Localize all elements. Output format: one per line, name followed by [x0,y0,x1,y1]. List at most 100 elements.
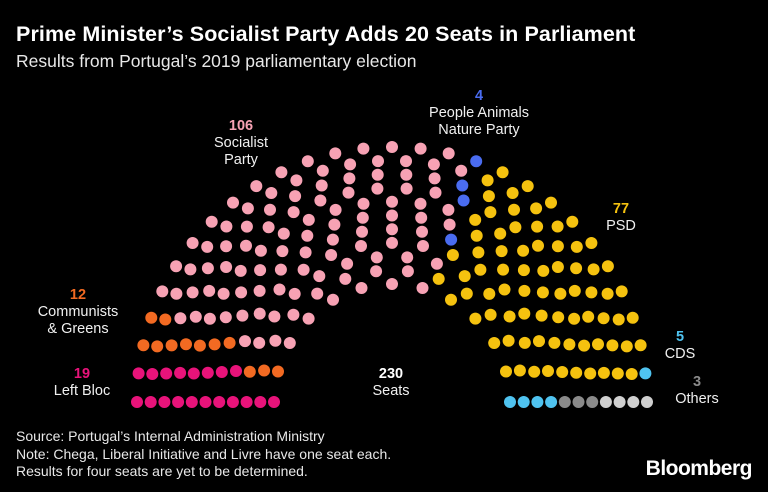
seat-socialist-party [302,312,315,325]
cds-seat-count: 5 [675,329,685,345]
seat-socialist-party [268,310,281,323]
label-communists: 12 Communists & Greens [38,287,119,338]
socialist-seat-count: 106 [228,118,254,134]
seat-socialist-party [240,220,253,233]
seat-left-bloc [201,366,214,379]
seat-psd [469,213,482,226]
seat-psd [509,221,522,234]
seat-socialist-party [287,308,300,321]
seat-psd [582,310,595,323]
seat-socialist-party [265,187,278,199]
seat-socialist-party [227,196,239,209]
seat-left-bloc [132,367,145,380]
seat-socialist-party [443,218,456,231]
seat-psd [517,264,530,277]
seat-socialist-party [274,263,287,276]
seat-left-bloc [146,368,159,380]
seat-psd [611,367,624,380]
seat-socialist-party [386,141,398,153]
seat-psd [536,286,549,299]
seat-left-bloc [185,396,198,408]
seat-psd [568,284,581,297]
seat-socialist-party [203,284,216,297]
footer-notes: Source: Portugal’s Internal Administrati… [16,428,391,481]
seat-socialist-party [357,197,370,210]
seat-psd [551,240,564,253]
seat-socialist-party [170,260,183,273]
socialist-name-2: Party [224,152,258,168]
label-cds: 5 CDS [665,329,696,363]
seat-socialist-party [315,179,328,192]
seat-socialist-party [174,312,187,325]
seat-psd [502,334,515,347]
seat-psd [606,339,619,352]
seat-socialist-party [370,265,383,278]
seat-left-bloc [226,396,239,408]
seat-psd [483,287,496,300]
label-psd: 77 PSD [606,201,636,235]
seat-socialist-party [427,158,440,171]
seat-psd [568,312,581,325]
seat-socialist-party [288,287,301,300]
seat-psd [570,366,583,379]
seat-psd [513,364,526,377]
label-socialist: 106 Socialist Party [214,118,268,169]
seat-socialist-party [264,203,276,216]
psd-seat-count: 77 [612,201,630,217]
seat-socialist-party [341,257,354,270]
seat-cds [545,396,558,408]
chart-title: Prime Minister’s Socialist Party Adds 20… [16,22,636,46]
seat-left-bloc [213,396,226,408]
seat-psd [530,202,543,215]
seat-psd [494,227,507,240]
seat-psd [521,180,534,193]
seat-psd [518,307,531,320]
label-total: 230 Seats [372,366,409,400]
seat-psd [446,249,459,261]
seat-psd [566,215,579,228]
seat-socialist-party [316,164,329,177]
seat-psd [554,287,567,300]
total-name: Seats [372,383,410,399]
seat-psd [474,263,487,276]
seat-socialist-party [283,337,296,349]
seat-psd [498,283,511,296]
seat-left-bloc [240,396,253,408]
communists-seat-count: 12 [69,287,87,303]
seat-communists-greens [145,311,158,324]
seat-socialist-party [302,213,315,226]
seat-psd [460,287,473,300]
seat-psd [570,240,583,253]
seat-communists-greens [137,339,150,352]
seat-socialist-party [386,236,398,249]
left-bloc-seat-count: 19 [73,366,91,382]
seat-left-bloc [199,396,212,408]
seat-left-bloc [174,366,187,379]
seat-psd [626,311,639,324]
pan-name-1: People Animals [429,105,529,121]
seat-socialist-party [401,265,414,278]
seat-socialist-party [416,225,428,238]
seat-socialist-party [299,246,312,259]
seat-undetermined [627,396,640,408]
seat-socialist-party [356,225,368,238]
seat-psd [612,313,625,326]
psd-name: PSD [606,218,636,234]
seat-socialist-party [371,168,384,181]
seat-socialist-party [343,172,356,185]
seat-socialist-party [253,307,266,320]
seat-cds [531,396,544,408]
seat-psd [533,335,545,348]
seat-people-animals-nature-party [470,155,483,168]
seat-socialist-party [386,278,398,290]
seat-socialist-party [156,285,169,298]
seat-socialist-party [290,174,303,187]
seat-left-bloc [144,396,157,408]
seat-socialist-party [414,142,427,155]
others-seat-count: 3 [692,374,702,390]
seat-psd [634,339,647,352]
seat-socialist-party [203,312,216,325]
others-name: Others [675,391,719,407]
seat-socialist-party [325,249,338,261]
seat-cds [504,396,516,408]
